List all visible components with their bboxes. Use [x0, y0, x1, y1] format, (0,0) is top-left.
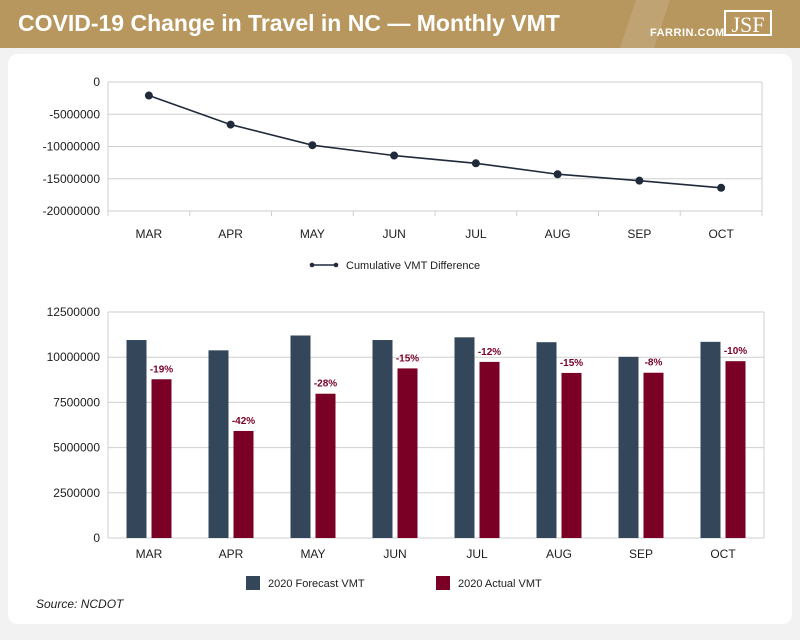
actual-bar — [397, 368, 418, 538]
line-point — [717, 183, 726, 192]
bar-chart-y-tick-label: 7500000 — [53, 395, 100, 409]
line-legend-label: Cumulative VMT Difference — [346, 260, 480, 272]
line-chart-x-tick-label: JUN — [382, 227, 405, 241]
bar-chart-y-tick-label: 2500000 — [53, 486, 100, 500]
bar-chart-x-tick-label: JUN — [383, 547, 406, 561]
bar-chart-x-tick-label: MAR — [136, 547, 163, 561]
line-chart-y-tick-label: -15000000 — [43, 172, 101, 186]
bar-chart-x-tick-label: AUG — [546, 547, 572, 561]
brand-link[interactable]: FARRIN.COM — [650, 27, 725, 39]
line-point — [553, 170, 562, 179]
percent-change-label: -28% — [314, 379, 337, 390]
line-point — [471, 159, 480, 168]
percent-change-label: -10% — [724, 346, 747, 357]
percent-change-label: -12% — [478, 347, 501, 358]
percent-change-label: -8% — [645, 358, 663, 369]
percent-change-label: -15% — [396, 353, 419, 364]
bar-chart-y-tick-label: 10000000 — [47, 350, 101, 364]
forecast-legend-label: 2020 Forecast VMT — [268, 578, 365, 590]
actual-bar — [151, 379, 172, 538]
forecast-bar — [208, 350, 229, 538]
bar-chart-y-tick-label: 0 — [93, 531, 100, 545]
percent-change-label: -15% — [560, 358, 583, 369]
line-chart-x-tick-label: MAR — [136, 227, 163, 241]
line-legend-marker — [309, 262, 315, 268]
actual-legend-swatch — [436, 576, 450, 590]
line-chart-x-tick-label: APR — [218, 227, 243, 241]
forecast-bar — [372, 340, 393, 538]
line-point — [635, 176, 644, 185]
line-point — [390, 151, 399, 160]
charts-card — [8, 54, 792, 624]
percent-change-label: -19% — [150, 364, 173, 375]
forecast-bar — [536, 342, 557, 538]
source-note: Source: NCDOT — [36, 597, 124, 611]
actual-bar — [725, 361, 746, 538]
actual-legend-label: 2020 Actual VMT — [458, 578, 542, 590]
line-chart-x-tick-label: OCT — [708, 227, 734, 241]
page-title: COVID-19 Change in Travel in NC — Monthl… — [18, 10, 560, 36]
line-chart-y-tick-label: -10000000 — [43, 140, 101, 154]
bar-chart-y-tick-label: 12500000 — [47, 305, 101, 319]
line-chart-x-tick-label: MAY — [300, 227, 325, 241]
actual-bar — [479, 361, 500, 538]
actual-bar — [233, 430, 254, 538]
bar-chart-x-tick-label: JUL — [466, 547, 488, 561]
line-chart-x-tick-label: JUL — [465, 227, 487, 241]
forecast-bar — [700, 341, 721, 538]
line-point — [144, 91, 153, 100]
bar-chart-x-tick-label: SEP — [629, 547, 653, 561]
line-chart: 0 -5000000 -10000000 -15000000 -20000000 MAR A… — [43, 75, 763, 272]
bar-chart-x-tick-label: MAY — [300, 547, 325, 561]
line-chart-y-tick-label: -20000000 — [43, 204, 101, 218]
line-series-cumulative-vmt — [148, 94, 722, 189]
header-banner: COVID-19 Change in Travel in NC — Monthl… — [0, 0, 800, 48]
bar-chart: 0 2500000 5000000 7500000 10000000 12500000 -1… — [47, 305, 765, 590]
actual-bar — [315, 393, 336, 538]
jsf-logo: JSF — [724, 10, 772, 37]
actual-bar — [561, 372, 582, 538]
line-point — [308, 141, 317, 150]
forecast-bar — [290, 335, 311, 538]
line-chart-y-tick-label: 0 — [93, 75, 100, 89]
forecast-bar — [618, 356, 639, 538]
percent-change-label: -42% — [232, 416, 255, 427]
line-point — [226, 120, 235, 129]
line-legend-marker — [333, 262, 339, 268]
actual-bar — [643, 372, 664, 538]
line-chart-y-tick-label: -5000000 — [49, 107, 100, 121]
bar-chart-x-tick-label: APR — [219, 547, 244, 561]
forecast-legend-swatch — [246, 576, 260, 590]
forecast-bar — [454, 337, 475, 538]
bar-chart-x-tick-label: OCT — [710, 547, 736, 561]
line-chart-x-tick-label: SEP — [627, 227, 651, 241]
forecast-bar — [126, 340, 147, 538]
bar-chart-y-tick-label: 5000000 — [53, 441, 100, 455]
line-chart-x-tick-label: AUG — [545, 227, 571, 241]
